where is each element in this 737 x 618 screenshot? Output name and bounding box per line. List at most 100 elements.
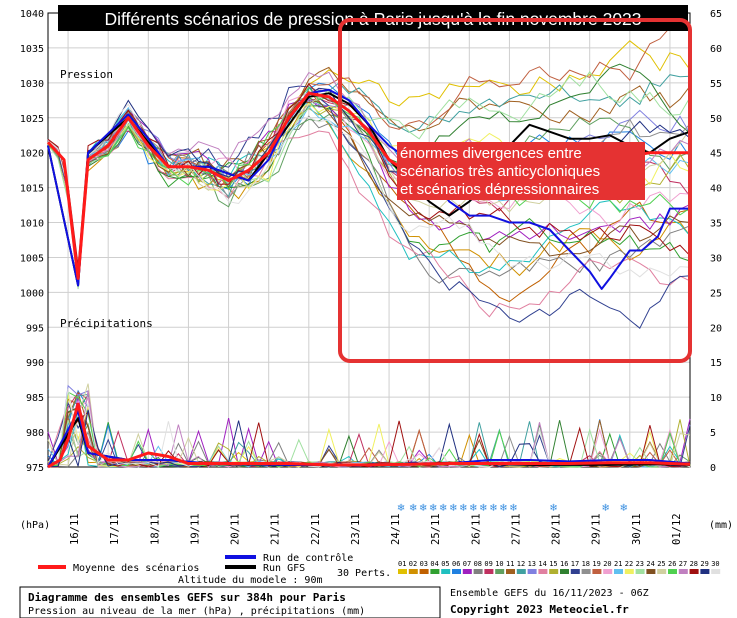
footer-box-title: Diagramme des ensembles GEFS sur 384h po… bbox=[28, 591, 346, 604]
y-right-tick-label: 0 bbox=[710, 463, 716, 474]
pert-color-swatch bbox=[484, 569, 494, 574]
y-left-tick-label: 1000 bbox=[20, 288, 44, 299]
pert-color-swatch bbox=[570, 569, 580, 574]
pert-color-swatch bbox=[668, 569, 677, 574]
footer-info-box bbox=[19, 586, 441, 618]
pert-number: 23 bbox=[636, 560, 644, 568]
snowflake-icon: ❄ bbox=[549, 503, 557, 514]
x-tick-label: 30/11 bbox=[631, 513, 643, 545]
y-right-unit: (mm) bbox=[709, 520, 733, 531]
pressure-panel-label: Pression bbox=[60, 68, 113, 81]
x-tick-label: 24/11 bbox=[390, 513, 402, 545]
x-tick-label: 27/11 bbox=[510, 513, 522, 545]
pert-number: 17 bbox=[571, 560, 579, 568]
pert-color-swatch bbox=[516, 569, 526, 574]
pert-color-swatch bbox=[635, 569, 645, 574]
pert-number: 03 bbox=[420, 560, 428, 568]
pert-color-swatch bbox=[646, 569, 656, 574]
y-right-tick-label: 10 bbox=[710, 393, 722, 404]
pert-color-swatch bbox=[711, 569, 721, 574]
x-tick-label: 25/11 bbox=[430, 513, 442, 545]
y-left-unit: (hPa) bbox=[20, 520, 50, 531]
snowflake-icon: ❄ bbox=[439, 503, 447, 514]
x-tick-label: 29/11 bbox=[591, 513, 603, 545]
precip-panel-label: Précipitations bbox=[60, 317, 153, 330]
x-tick-label: 22/11 bbox=[310, 513, 322, 545]
snowflake-icon: ❄ bbox=[499, 503, 507, 514]
y-right-tick-label: 45 bbox=[710, 149, 722, 160]
snow-probabilities: ❄ ❄ ❄ ❄ ❄ ❄ ❄ ❄ ❄ ❄ ❄ ❄ ❄ ❄ ❄ bbox=[397, 503, 628, 514]
pert-number: 24 bbox=[646, 560, 654, 568]
footer-box-subtitle: Pression au niveau de la mer (hPa) , pré… bbox=[28, 605, 365, 617]
x-tick-label: 01/12 bbox=[671, 513, 683, 545]
y-left-tick-label: 1005 bbox=[20, 253, 44, 264]
x-tick-label: 21/11 bbox=[270, 513, 282, 545]
perturbation-legend: 01 02 03 04 05 06 07 08 09 10 11 12 13 14 15 16 17 18 19 20… bbox=[398, 560, 721, 574]
x-tick-label: 16/11 bbox=[69, 513, 81, 545]
pert-color-swatch bbox=[700, 569, 710, 574]
legend-gfs-label: Run GFS bbox=[263, 563, 305, 574]
y-left-tick-label: 1040 bbox=[20, 9, 44, 20]
pert-color-swatch bbox=[624, 569, 634, 574]
divergence-highlight-box bbox=[338, 18, 692, 363]
pert-number: 21 bbox=[614, 560, 622, 568]
x-tick-label: 19/11 bbox=[189, 513, 201, 545]
x-tick-label: 20/11 bbox=[230, 513, 242, 545]
pert-color-swatch bbox=[592, 569, 602, 574]
x-tick-label: 23/11 bbox=[350, 513, 362, 545]
pert-color-swatch bbox=[506, 569, 515, 574]
pert-color-swatch bbox=[549, 569, 559, 574]
x-tick-label: 18/11 bbox=[149, 513, 161, 545]
annotation-line-2: scénarios très anticycloniques bbox=[400, 163, 600, 180]
pert-color-swatch bbox=[398, 569, 407, 574]
pert-color-swatch bbox=[689, 569, 699, 574]
y-left-tick-label: 980 bbox=[26, 428, 44, 439]
pert-number: 09 bbox=[484, 560, 492, 568]
x-tick-label: 17/11 bbox=[109, 513, 121, 545]
y-right-tick-label: 40 bbox=[710, 184, 722, 195]
pert-color-swatch bbox=[603, 569, 613, 574]
annotation-background bbox=[397, 142, 645, 200]
series-precip-line bbox=[47, 402, 691, 469]
pert-color-swatch bbox=[678, 569, 688, 574]
pert-number: 18 bbox=[582, 560, 590, 568]
pert-number: 20 bbox=[603, 560, 611, 568]
pert-color-swatch bbox=[441, 569, 451, 574]
pert-number: 25 bbox=[657, 560, 665, 568]
pert-color-swatch bbox=[614, 569, 623, 574]
perturbation-pressure-line bbox=[47, 86, 691, 279]
pert-color-swatch bbox=[560, 569, 569, 574]
pert-color-swatch bbox=[495, 569, 505, 574]
snowflake-icon: ❄ bbox=[429, 503, 437, 514]
snowflake-icon: ❄ bbox=[409, 503, 417, 514]
pert-number: 08 bbox=[474, 560, 482, 568]
y-left-tick-label: 1020 bbox=[20, 149, 44, 160]
snowflake-icon: ❄ bbox=[419, 503, 427, 514]
legend-mean-label: Moyenne des scénarios bbox=[73, 562, 199, 574]
legend: Moyenne des scénarios Run de contrôle Ru… bbox=[38, 552, 721, 586]
y-right-tick-label: 55 bbox=[710, 79, 722, 90]
pert-number: 14 bbox=[538, 560, 546, 568]
perturbation-pressure-line bbox=[47, 114, 691, 285]
pert-color-swatch bbox=[581, 569, 591, 574]
snowflake-icon: ❄ bbox=[509, 503, 517, 514]
pert-color-swatch bbox=[462, 569, 472, 574]
y-right-tick-label: 15 bbox=[710, 358, 722, 369]
plot-frame bbox=[47, 12, 691, 468]
pert-number: 12 bbox=[517, 560, 525, 568]
y-right-tick-label: 35 bbox=[710, 219, 722, 230]
pert-color-swatch bbox=[473, 569, 483, 574]
chart-grid bbox=[48, 12, 690, 468]
snowflake-icon: ❄ bbox=[602, 503, 610, 514]
y-left-tick-label: 1015 bbox=[20, 184, 44, 195]
snowflake-icon: ❄ bbox=[489, 503, 497, 514]
y-left-tick-label: 1010 bbox=[20, 219, 44, 230]
pert-number: 06 bbox=[452, 560, 460, 568]
annotation-line-3: et scénarios dépressionnaires bbox=[400, 181, 599, 198]
snowflake-icon: ❄ bbox=[459, 503, 467, 514]
pert-color-swatch bbox=[538, 569, 548, 574]
pert-number: 29 bbox=[700, 560, 708, 568]
pert-color-swatch bbox=[419, 569, 429, 574]
pert-number: 04 bbox=[430, 560, 438, 568]
